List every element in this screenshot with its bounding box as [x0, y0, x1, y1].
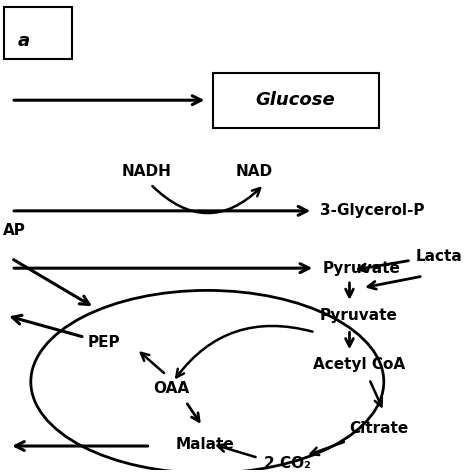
Text: AP: AP: [3, 223, 26, 238]
Text: Glucose: Glucose: [255, 91, 336, 109]
Text: 2 CO₂: 2 CO₂: [264, 456, 311, 471]
FancyBboxPatch shape: [213, 73, 379, 128]
Text: Malate: Malate: [176, 437, 235, 452]
Text: Pyruvate: Pyruvate: [320, 308, 398, 323]
FancyBboxPatch shape: [4, 7, 72, 59]
Text: OAA: OAA: [154, 381, 190, 396]
Text: a: a: [18, 32, 30, 50]
Text: Pyruvate: Pyruvate: [323, 261, 401, 276]
Ellipse shape: [31, 291, 384, 473]
Text: NAD: NAD: [236, 164, 273, 179]
Text: Lacta: Lacta: [415, 249, 462, 264]
Text: NADH: NADH: [121, 164, 172, 179]
Text: Acetyl CoA: Acetyl CoA: [313, 357, 405, 373]
Text: 3-Glycerol-P: 3-Glycerol-P: [320, 203, 425, 219]
Text: PEP: PEP: [88, 335, 120, 350]
Text: Citrate: Citrate: [349, 421, 409, 436]
